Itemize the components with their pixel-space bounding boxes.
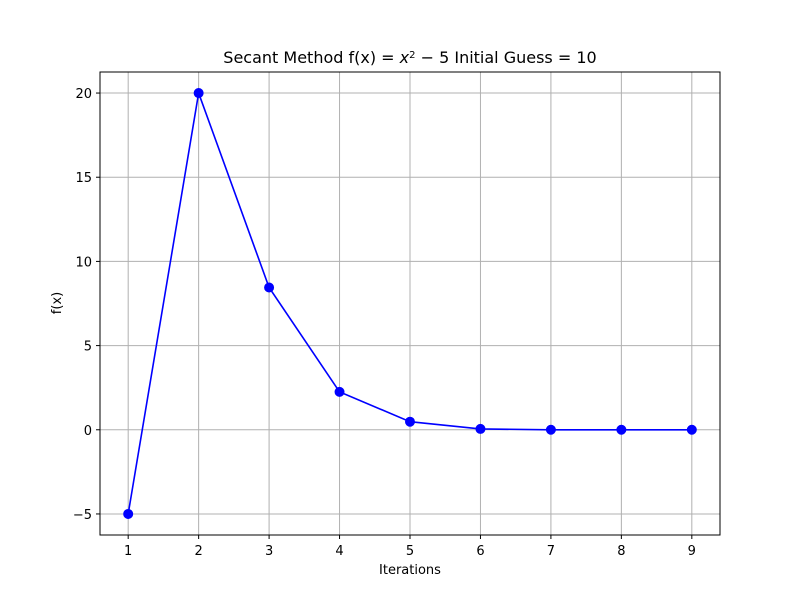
x-tick-label: 3 bbox=[265, 544, 273, 559]
x-tick-label: 7 bbox=[547, 544, 555, 559]
chart-title: Secant Method f(x) = x2 − 5 Initial Gues… bbox=[223, 48, 596, 67]
data-point bbox=[545, 424, 556, 435]
y-tick-label: 0 bbox=[84, 424, 92, 439]
y-tick-label: 10 bbox=[75, 255, 92, 270]
data-point bbox=[616, 424, 627, 435]
grid bbox=[100, 72, 720, 535]
x-tick-label: 6 bbox=[476, 544, 484, 559]
data-point bbox=[264, 282, 275, 293]
y-tick-label: −5 bbox=[73, 508, 92, 523]
y-tick-label: 5 bbox=[84, 340, 92, 355]
x-tick-label: 8 bbox=[617, 544, 625, 559]
x-tick-label: 4 bbox=[335, 544, 343, 559]
data-point bbox=[686, 424, 697, 435]
data-point bbox=[193, 88, 204, 99]
data-point bbox=[405, 416, 415, 427]
data-point bbox=[475, 423, 486, 434]
x-tick-label: 9 bbox=[688, 544, 696, 559]
y-tick-label: 15 bbox=[75, 171, 92, 186]
data-point bbox=[123, 508, 134, 519]
x-tick-label: 1 bbox=[124, 544, 132, 559]
data-point bbox=[334, 386, 345, 397]
x-tick-label: 5 bbox=[406, 544, 414, 559]
y-axis-label: f(x) bbox=[50, 292, 65, 314]
x-axis-label: Iterations bbox=[379, 563, 441, 578]
series-layer bbox=[123, 88, 697, 519]
y-tick-label: 20 bbox=[75, 87, 92, 102]
x-tick-label: 2 bbox=[194, 544, 202, 559]
ticks: 1 2 3 4 5 6 7 8 9 −5 0 5 10 15 20 bbox=[73, 87, 696, 559]
